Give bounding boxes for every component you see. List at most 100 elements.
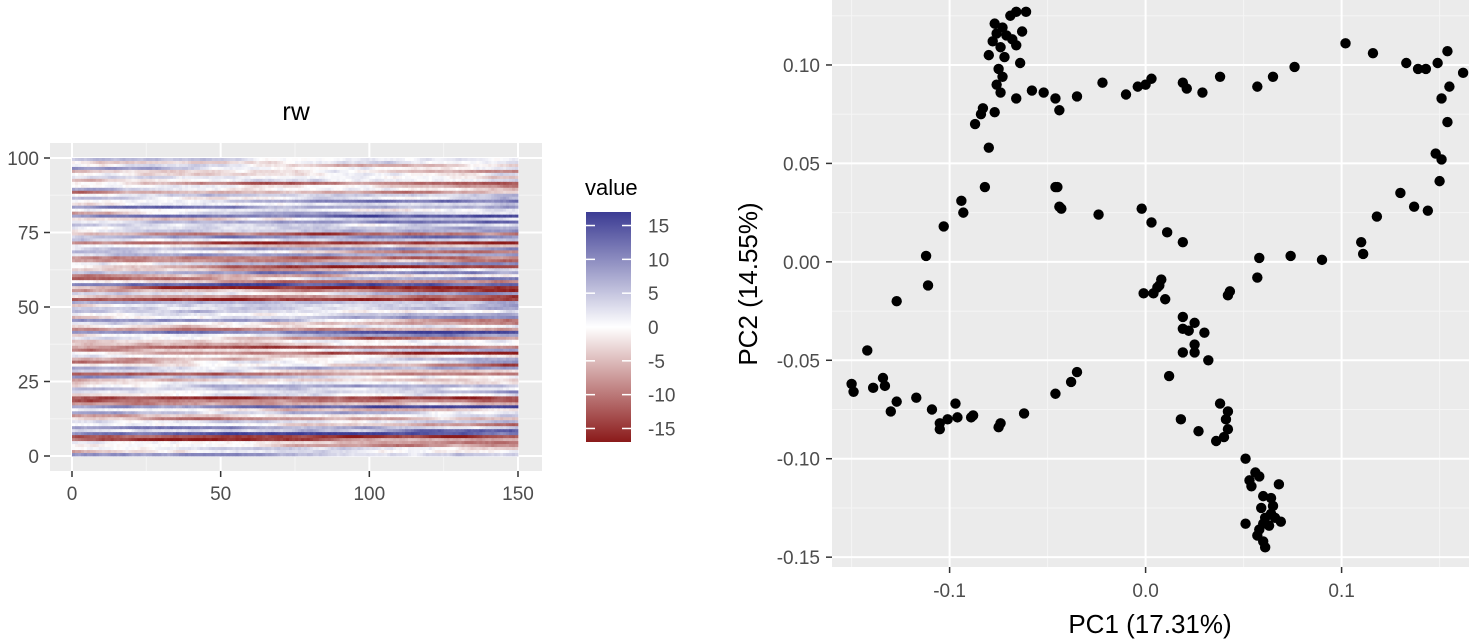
heatmap-cell [93, 170, 96, 173]
heatmap-cell [393, 218, 396, 221]
heatmap-cell [227, 197, 230, 200]
heatmap-cell [343, 233, 346, 236]
heatmap-cell [126, 200, 129, 203]
heatmap-cell [432, 203, 435, 206]
heatmap-cell [351, 197, 354, 200]
heatmap-cell [462, 212, 465, 215]
heatmap-cell [435, 170, 438, 173]
heatmap-cell [381, 227, 384, 230]
heatmap-cell [319, 194, 322, 197]
heatmap-cell [120, 191, 123, 194]
heatmap-cell [396, 221, 399, 224]
heatmap-cell [387, 209, 390, 212]
heatmap-cell [292, 203, 295, 206]
heatmap-cell [99, 167, 102, 170]
heatmap-cell [271, 176, 274, 179]
heatmap-cell [396, 238, 399, 241]
heatmap-cell [387, 233, 390, 236]
heatmap-cell [316, 241, 319, 244]
heatmap-cell [482, 203, 485, 206]
heatmap-cell [479, 224, 482, 227]
heatmap-cell [167, 167, 170, 170]
heatmap-cell [375, 197, 378, 200]
heatmap-cell [497, 206, 500, 209]
heatmap-cell [396, 182, 399, 185]
heatmap-cell [167, 235, 170, 238]
heatmap-cell [218, 179, 221, 182]
heatmap-cell [340, 197, 343, 200]
heatmap-cell [155, 218, 158, 221]
heatmap-cell [509, 247, 512, 250]
heatmap-cell [170, 241, 173, 244]
heatmap-cell [185, 167, 188, 170]
heatmap-cell [393, 170, 396, 173]
heatmap-cell [360, 227, 363, 230]
heatmap-cell [506, 238, 509, 241]
heatmap-cell [81, 253, 84, 256]
heatmap-cell [506, 197, 509, 200]
heatmap-cell [325, 230, 328, 233]
heatmap-cell [78, 233, 81, 236]
heatmap-cell [399, 158, 402, 161]
heatmap-cell [328, 164, 331, 167]
heatmap-cell [120, 212, 123, 215]
heatmap-cell [372, 218, 375, 221]
heatmap-cell [262, 233, 265, 236]
heatmap-cell [488, 173, 491, 176]
heatmap-cell [215, 218, 218, 221]
heatmap-cell [378, 230, 381, 233]
heatmap-cell [197, 161, 200, 164]
heatmap-cell [176, 164, 179, 167]
heatmap-cell [390, 179, 393, 182]
heatmap-cell [470, 209, 473, 212]
heatmap-cell [346, 197, 349, 200]
heatmap-cell [467, 158, 470, 161]
heatmap-cell [209, 182, 212, 185]
heatmap-cell [152, 218, 155, 221]
heatmap-cell [194, 206, 197, 209]
heatmap-cell [494, 250, 497, 253]
heatmap-cell [390, 188, 393, 191]
heatmap-cell [215, 194, 218, 197]
heatmap-cell [250, 197, 253, 200]
heatmap-cell [87, 238, 90, 241]
heatmap-cell [87, 209, 90, 212]
heatmap-cell [152, 241, 155, 244]
heatmap-cell [96, 197, 99, 200]
heatmap-cell [114, 173, 117, 176]
heatmap-cell [390, 173, 393, 176]
heatmap-cell [372, 224, 375, 227]
heatmap-cell [161, 241, 164, 244]
heatmap-cell [233, 203, 236, 206]
heatmap-cell [298, 221, 301, 224]
heatmap-cell [155, 191, 158, 194]
heatmap-cell [265, 218, 268, 221]
heatmap-cell [429, 197, 432, 200]
heatmap-cell [197, 158, 200, 161]
heatmap-cell [271, 182, 274, 185]
heatmap-cell [467, 188, 470, 191]
heatmap-cell [313, 170, 316, 173]
heatmap-cell [473, 158, 476, 161]
heatmap-cell [126, 188, 129, 191]
heatmap-cell [325, 167, 328, 170]
heatmap-cell [90, 253, 93, 256]
heatmap-cell [170, 235, 173, 238]
heatmap-cell [236, 215, 239, 218]
heatmap-cell [328, 179, 331, 182]
heatmap-cell [479, 173, 482, 176]
heatmap-cell [381, 209, 384, 212]
heatmap-cell [515, 227, 518, 230]
heatmap-cell [78, 253, 81, 256]
heatmap-cell [506, 206, 509, 209]
heatmap-cell [384, 244, 387, 247]
heatmap-cell [420, 185, 423, 188]
heatmap-cell [236, 241, 239, 244]
heatmap-cell [453, 235, 456, 238]
heatmap-cell [123, 164, 126, 167]
heatmap-cell [464, 170, 467, 173]
heatmap-cell [343, 209, 346, 212]
heatmap-cell [206, 209, 209, 212]
heatmap-cell [206, 230, 209, 233]
heatmap-cell [227, 206, 230, 209]
